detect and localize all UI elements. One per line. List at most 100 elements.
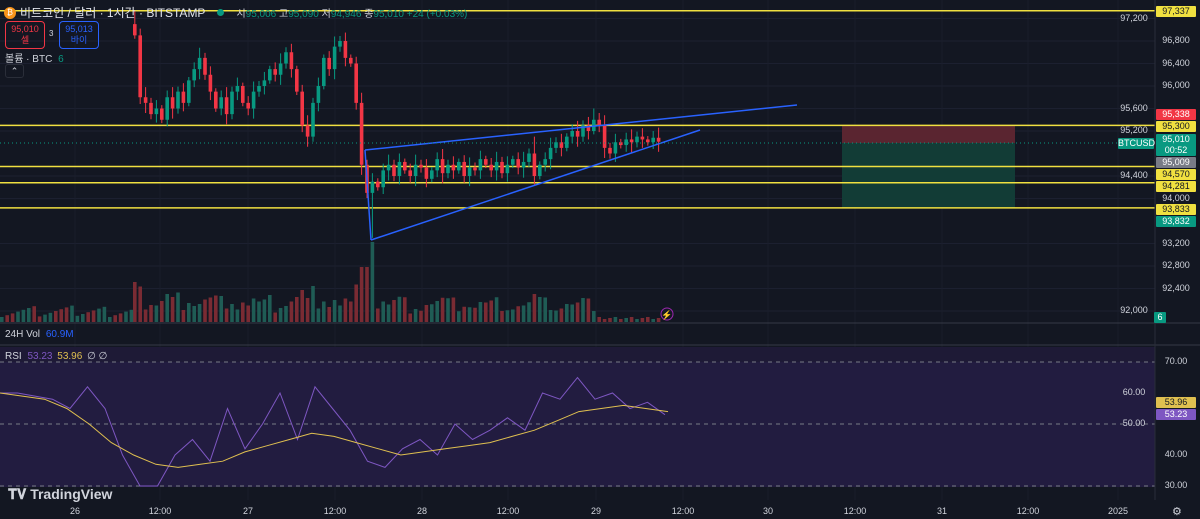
volume-bar (311, 286, 315, 322)
candle-body (635, 136, 639, 143)
time-axis-label: 28 (416, 506, 428, 516)
vol24-legend[interactable]: 24H Vol 60.9M (5, 329, 74, 340)
volume-bar (133, 282, 137, 322)
volume-bar (10, 313, 15, 322)
price-axis-label: 97,200 (1120, 12, 1148, 23)
volume-bar (338, 305, 342, 322)
candle-body (646, 139, 650, 143)
volume-bar (354, 284, 358, 322)
candle-body (505, 164, 510, 174)
volume-bar (154, 305, 159, 322)
candle-body (170, 97, 175, 109)
volume-bar (54, 311, 58, 322)
position-stop-zone[interactable] (842, 125, 1015, 143)
rsi-value: 53.23 (27, 351, 53, 362)
volume-bar (376, 308, 380, 322)
time-axis-label: 2025 (1107, 506, 1129, 516)
volume-bar (176, 292, 180, 322)
candle-body (133, 24, 137, 36)
volume-bar (257, 301, 261, 322)
candle-body (640, 136, 645, 140)
volume-bar (656, 318, 661, 322)
candle-body (446, 164, 450, 174)
candle-body (181, 91, 186, 103)
volume-bar (268, 295, 272, 322)
volume-bar (118, 313, 123, 322)
spread-value: 3 (49, 29, 54, 38)
candle-body (295, 69, 299, 92)
rsi-legend[interactable]: RSI 53.23 53.96 ∅ ∅ (5, 351, 107, 362)
volume-bar (646, 317, 650, 322)
candle-body (435, 159, 439, 171)
change-value: +24 (+0.03%) (406, 9, 468, 20)
candle-body (484, 159, 488, 165)
candle-body (370, 181, 375, 193)
brand-name: TradingView (30, 486, 113, 502)
volume-bar (511, 309, 515, 322)
vol24-value: 60.9M (45, 329, 74, 340)
volume-bar (370, 242, 375, 322)
volume-bar (516, 306, 520, 322)
volume-bar (224, 308, 229, 322)
volume-bar (403, 297, 407, 322)
volume-bar (586, 298, 591, 322)
candle-body (305, 125, 310, 137)
candle-body (424, 167, 429, 179)
volume-bar (570, 304, 574, 322)
volume-bar (624, 318, 628, 322)
candle-body (451, 164, 456, 171)
buy-button[interactable]: 95,013 바이 (59, 21, 99, 49)
collapse-legend-button[interactable]: ⌃ (5, 64, 24, 78)
volume-bar (246, 305, 250, 322)
event-lightning-icon[interactable] (660, 307, 674, 321)
candle-body (284, 52, 288, 64)
volume-bar (397, 296, 402, 322)
volume-bar (581, 298, 585, 322)
volume-bar (197, 304, 202, 322)
candle-body (176, 91, 180, 109)
time-axis-label: 27 (242, 506, 254, 516)
volume-bar (505, 310, 510, 322)
sell-price: 95,010 (11, 24, 39, 34)
settings-gear-icon[interactable]: ⚙ (1172, 506, 1182, 518)
target-tag: 93,832 (1156, 216, 1196, 227)
rsi-tag: 53.23 (1156, 409, 1196, 420)
volume-bar (75, 315, 80, 322)
sell-button[interactable]: 95,010 셀 (5, 21, 45, 49)
ohlc-values: 시95,006 고95,090 저94,946 종95,010 +24 (+0.… (236, 5, 467, 20)
candle-body (376, 181, 380, 188)
volume-legend-label: 볼륨 · BTC (5, 54, 53, 65)
candle-body (467, 167, 472, 176)
candle-body (289, 52, 294, 70)
volume-bar (392, 300, 396, 322)
volume-bar (484, 302, 488, 322)
volume-bar (500, 311, 504, 322)
candle-body (278, 63, 283, 75)
candle-body (268, 69, 272, 81)
volume-bar (543, 297, 547, 322)
volume-bar (629, 317, 634, 322)
volume-bar (129, 309, 134, 322)
symbol-header[interactable]: ₿ 비트코인 / 달러 · 1시간 · BITSTAMP 시95,006 고95… (4, 4, 467, 21)
position-target-zone[interactable] (842, 143, 1015, 208)
candle-body (586, 125, 591, 131)
volume-legend[interactable]: 볼륨 · BTC 6 (5, 50, 64, 65)
rsi-line (0, 376, 666, 487)
bitcoin-icon: ₿ (4, 6, 16, 19)
wedge-base-line[interactable] (364, 149, 372, 241)
volume-bar (305, 298, 310, 322)
candle-body (538, 164, 542, 176)
price-axis-label: 92,800 (1162, 260, 1190, 270)
volume-bar (124, 311, 128, 322)
close-value: 95,010 (373, 9, 404, 20)
horizontal-lines[interactable] (0, 10, 1155, 209)
volume-bar (467, 307, 472, 322)
wedge-lower-trendline[interactable] (370, 129, 701, 241)
volume-bar (160, 301, 164, 322)
tradingview-logo[interactable]: 𝐓𝐕 TradingView (8, 486, 112, 503)
candle-body (354, 63, 358, 103)
volume-bar (219, 296, 223, 322)
volume-bar (5, 315, 9, 322)
rsi-axis-label: 60.00 (1122, 387, 1146, 397)
